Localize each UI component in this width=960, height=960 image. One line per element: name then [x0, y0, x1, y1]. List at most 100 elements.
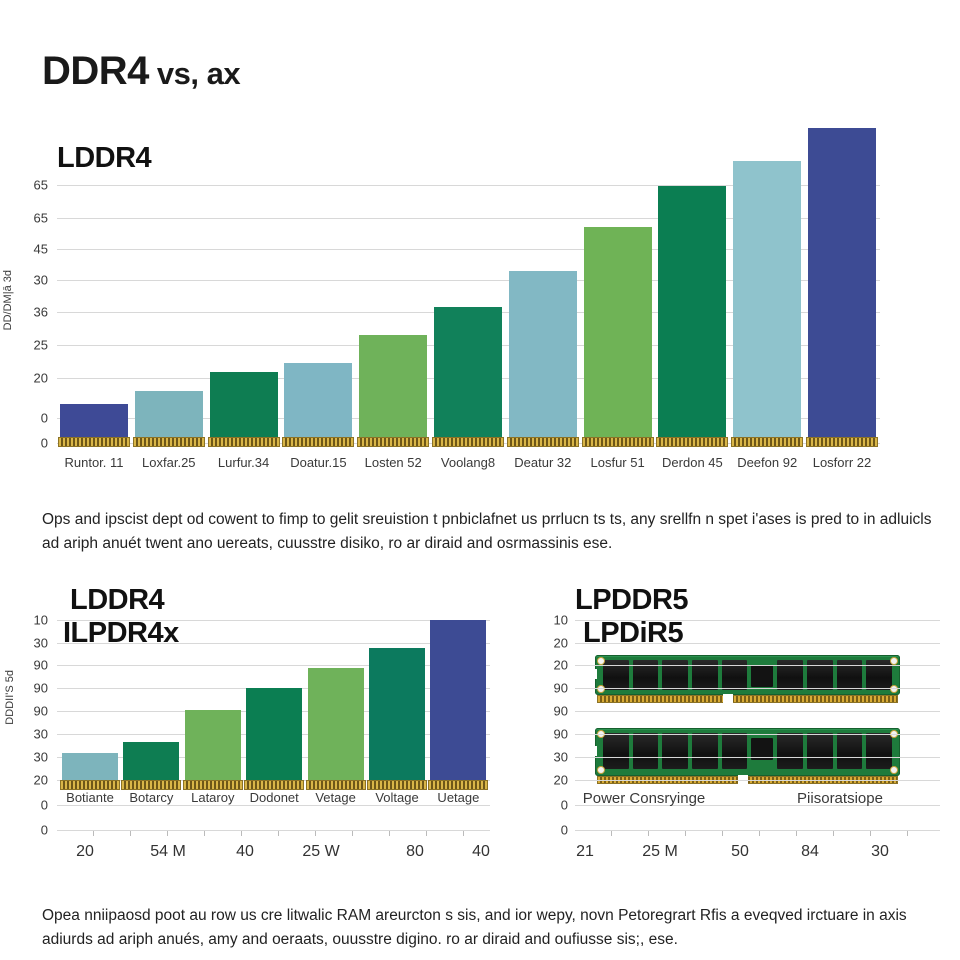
y-tick-label: 0 — [560, 797, 568, 813]
gridline — [575, 830, 940, 831]
y-tick-label: 0 — [560, 822, 568, 838]
bar-gold-base — [282, 437, 355, 447]
page-title-main: DDR4 — [42, 49, 149, 94]
bar-gold-base — [132, 437, 205, 447]
bar-gold-base — [731, 437, 804, 447]
y-tick-label: 90 — [33, 703, 48, 719]
y-tick-label: 90 — [553, 726, 568, 742]
bar-gold-base — [121, 780, 182, 790]
y-tick-label: 20 — [33, 370, 48, 386]
gridline — [575, 620, 940, 621]
gridline — [575, 780, 940, 781]
ram-module-1 — [592, 655, 900, 703]
x-tick-label: Doatur.15 — [290, 455, 347, 470]
bar-gold-base — [367, 780, 427, 790]
bar — [307, 668, 364, 780]
bottom-tick-label: 40 — [472, 843, 490, 860]
x-tick-label: Deatur 32 — [514, 455, 572, 470]
bottom-tick-label: 40 — [236, 843, 254, 860]
memory-chip — [807, 733, 833, 769]
bottom-tick-label: 25 W — [302, 843, 340, 860]
y-tick-label: 30 — [33, 635, 48, 651]
y-tick-label: 45 — [33, 241, 48, 257]
gridline — [57, 218, 880, 219]
page-title-suffix: vs, ax — [156, 56, 241, 92]
x-tick-label: Runtor. 11 — [64, 455, 124, 470]
bar — [60, 404, 128, 437]
x-tick-label: Losten 52 — [364, 455, 422, 470]
bar-gold-base — [182, 780, 243, 790]
memory-chip — [777, 733, 804, 769]
bottom-tick-label: 50 — [731, 843, 749, 860]
bottom-right-panel-subtitle: LPDiR5 — [583, 617, 684, 649]
y-tick-label: 65 — [33, 210, 48, 226]
bar — [123, 742, 180, 780]
axis-tickmarks — [57, 831, 490, 836]
x-tick-label: Lurfur.34 — [217, 455, 270, 470]
bar-gold-base — [58, 437, 130, 447]
x-tick-label: Voolang8 — [440, 455, 496, 470]
gridline — [57, 830, 490, 831]
bottom-tick-label: 20 — [76, 843, 94, 860]
bar — [583, 227, 652, 437]
ram-2-hole-bl — [598, 767, 604, 773]
gridline — [575, 734, 940, 735]
memory-chip — [632, 733, 659, 769]
bar-gold-base — [244, 780, 305, 790]
ram-1-hole-bl — [598, 686, 604, 692]
gridline — [575, 757, 940, 758]
x-tick-label: Vetage — [315, 790, 356, 805]
ram-2-pin-notch — [738, 775, 749, 784]
bar — [434, 307, 502, 437]
memory-chip — [836, 733, 863, 769]
y-tick-label: 65 — [33, 177, 48, 193]
x-tick-label: Botarcy — [129, 790, 174, 805]
top-chart: LDDR4 DD/DM|ā 3d 65 65 45 30 36 25 20 0 0 Runtor.… — [0, 110, 960, 495]
x-tick-label: Losfur 51 — [590, 455, 645, 470]
ram-1-pins — [597, 695, 898, 703]
x-tick-label: Derdon 45 — [662, 455, 723, 470]
y-tick-label: 0 — [40, 822, 48, 838]
gridline — [57, 620, 490, 621]
top-chart-title: LDDR4 — [57, 142, 152, 174]
memory-chip — [662, 733, 689, 769]
bar — [246, 688, 303, 780]
bar-gold-base — [656, 437, 729, 447]
controller-chip — [751, 665, 774, 687]
bottom-left-chart-title: LDDR4 — [70, 584, 165, 616]
bar-gold-base — [581, 437, 654, 447]
bottom-tick-label: 30 — [871, 843, 889, 860]
gridline — [575, 711, 940, 712]
y-tick-label: 20 — [553, 635, 568, 651]
y-tick-label: 10 — [553, 612, 568, 628]
ram-1-hole-br — [891, 686, 897, 692]
gridline — [57, 185, 880, 186]
bar-gold-base — [207, 437, 280, 447]
bar-gold-base — [357, 437, 430, 447]
axis-tickmarks — [575, 831, 940, 836]
bar — [658, 186, 727, 437]
bar-gold-base — [60, 780, 120, 790]
y-tick-label: 90 — [33, 680, 48, 696]
bar-gold-base — [806, 437, 878, 447]
bottom-tick-label: 54 M — [150, 843, 186, 860]
bottom-paragraph: Opea nniipaosd poot au row us cre litwal… — [42, 906, 907, 948]
y-tick-label: 0 — [40, 797, 48, 813]
gridline — [575, 643, 940, 644]
top-paragraph: Ops and ipscist dept od cowent to fimp t… — [42, 510, 932, 552]
bar — [184, 710, 241, 780]
x-tick-label: Dodonet — [249, 790, 299, 805]
ram-2-hole-br — [891, 767, 897, 773]
memory-chip — [721, 733, 748, 769]
controller-chip — [751, 738, 774, 760]
bar — [508, 271, 577, 437]
memory-chip — [603, 733, 629, 769]
gridline — [57, 665, 490, 666]
memory-chip — [692, 733, 718, 769]
y-tick-label: 20 — [553, 657, 568, 673]
x-tick-label: Botiante — [66, 790, 114, 805]
y-tick-label: 90 — [33, 657, 48, 673]
bar-gold-base — [428, 780, 489, 790]
y-tick-label: 20 — [553, 772, 568, 788]
bar — [62, 753, 118, 780]
